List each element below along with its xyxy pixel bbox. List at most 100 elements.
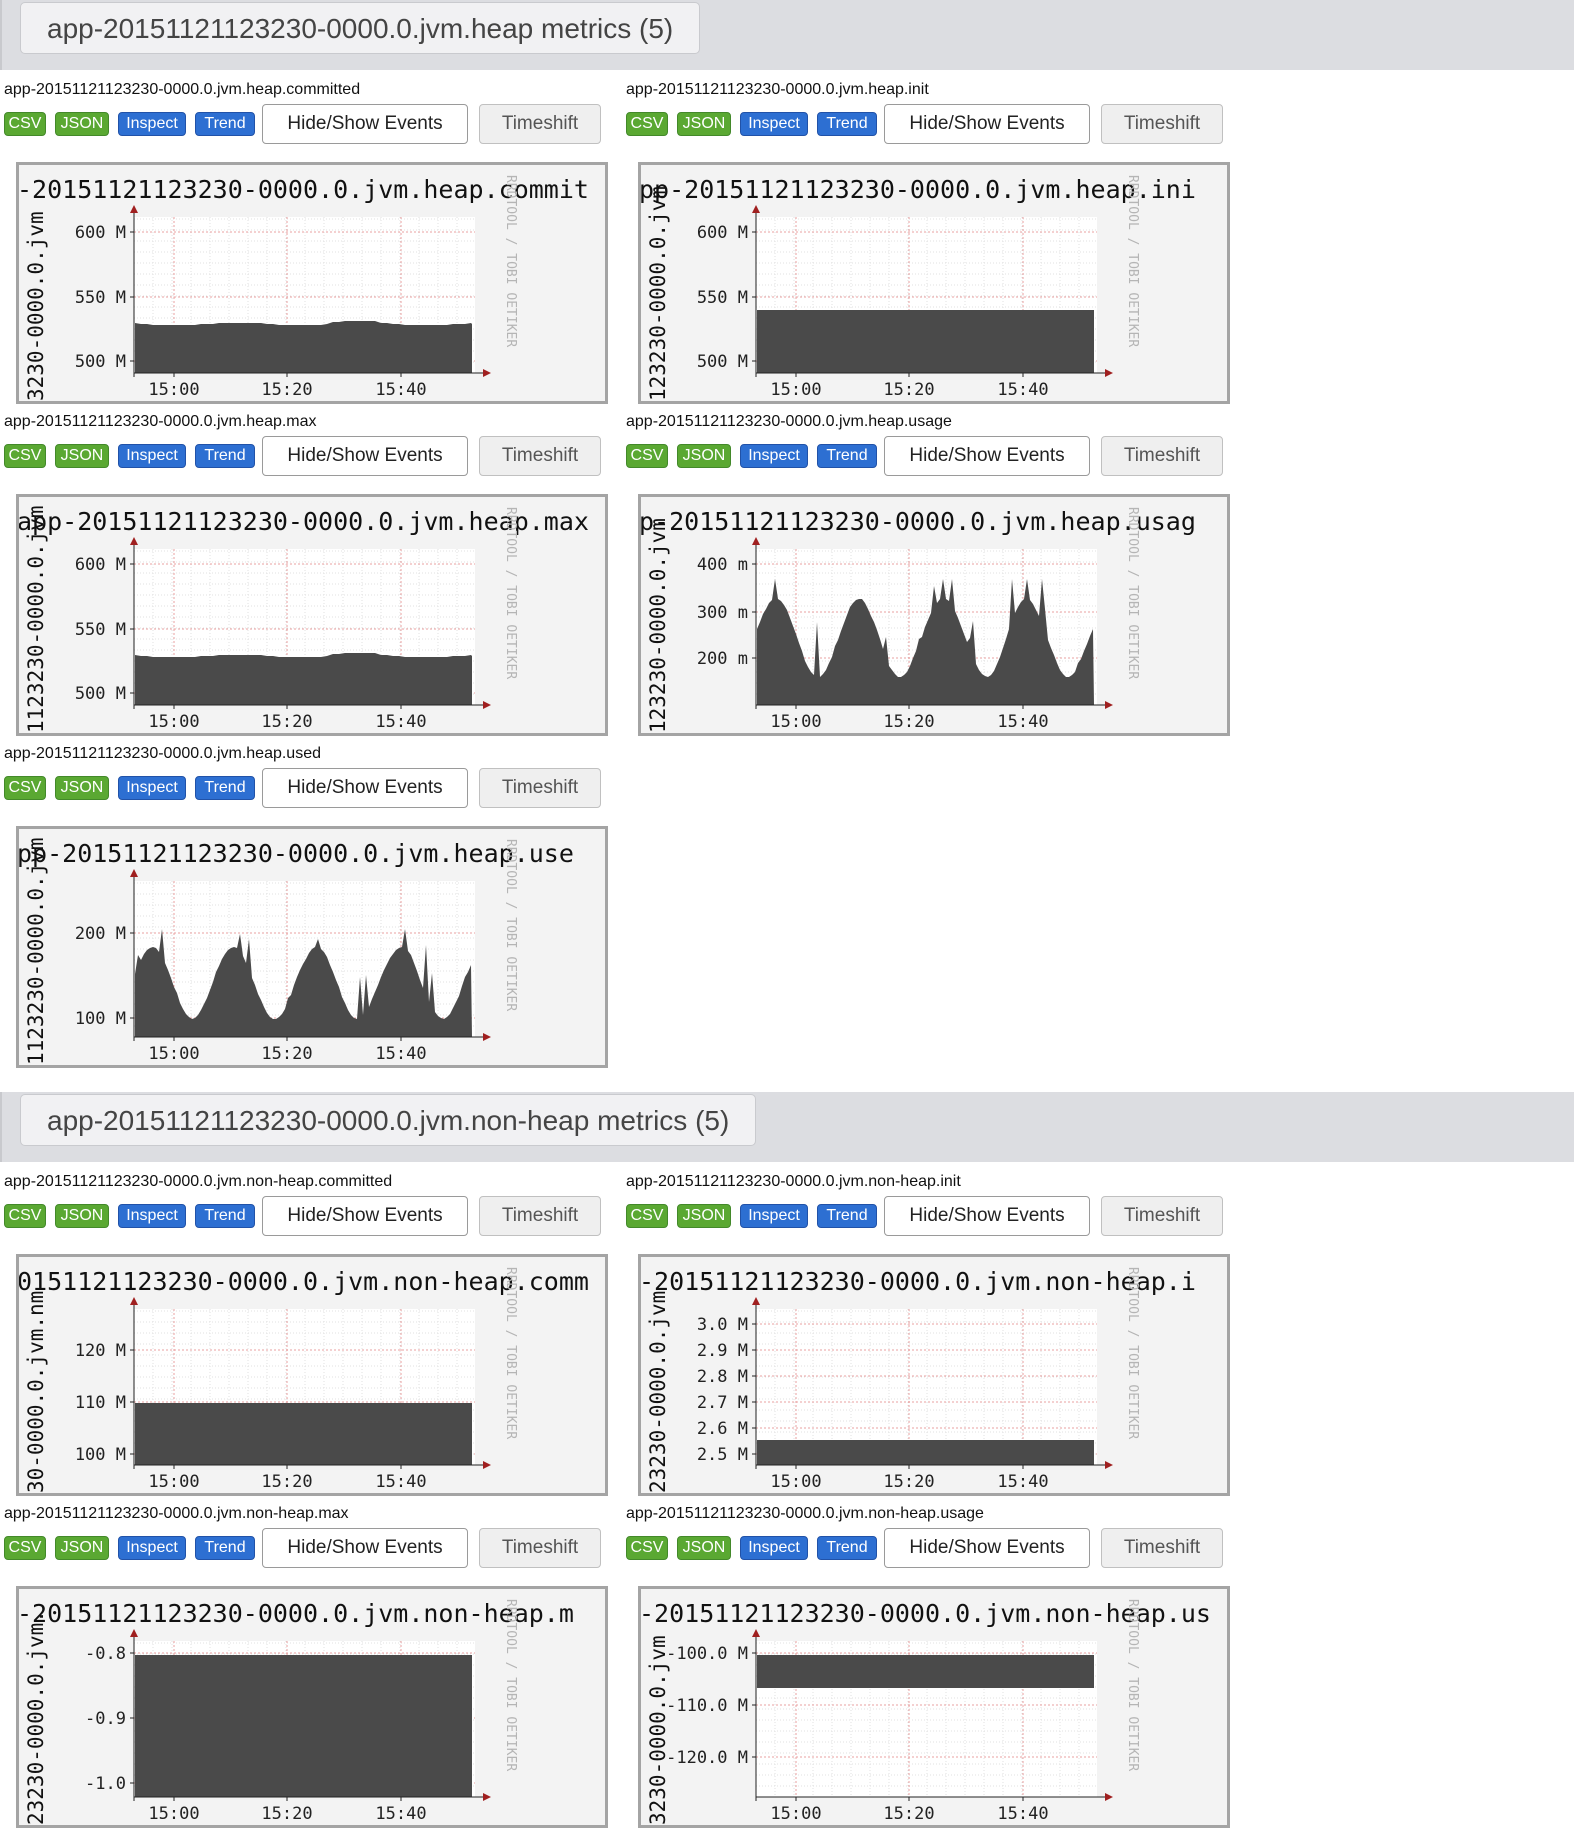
trend-button[interactable]: Trend <box>195 776 255 800</box>
timeshift-button[interactable]: Timeshift <box>479 104 601 144</box>
graph-title: pp-20151121123230-0000.0.jvm.heap.ini <box>641 175 1196 204</box>
timeshift-button[interactable]: Timeshift <box>1101 436 1223 476</box>
inspect-button[interactable]: Inspect <box>740 444 808 468</box>
graph-y-axis-label: 3230-0000.0.jvm <box>24 211 48 401</box>
timeshift-button[interactable]: Timeshift <box>1101 1528 1223 1568</box>
json-button[interactable]: JSON <box>677 1204 731 1228</box>
y-tick-label: 500 M <box>75 684 126 704</box>
y-tick-label: 500 M <box>697 352 748 372</box>
inspect-button[interactable]: Inspect <box>740 112 808 136</box>
hide-show-events-button[interactable]: Hide/Show Events <box>884 436 1090 476</box>
timeshift-button[interactable]: Timeshift <box>1101 1196 1223 1236</box>
csv-button[interactable]: CSV <box>626 444 668 468</box>
graph-canvas: -100.0 M -110.0 M -120.0 M 15:00 15:20 15:40 -… <box>641 1599 1211 1825</box>
hide-show-events-button[interactable]: Hide/Show Events <box>262 1196 468 1236</box>
timeshift-button[interactable]: Timeshift <box>479 1196 601 1236</box>
graph-y-axis-label: 3230-0000.0.jvm <box>646 1635 670 1825</box>
y-tick-label: 550 M <box>75 288 126 308</box>
metric-panel: app-20151121123230-0000.0.jvm.heap.max CS… <box>4 412 624 736</box>
csv-button[interactable]: CSV <box>4 776 46 800</box>
graph-title: 0151121123230-0000.0.jvm.non-heap.comm <box>19 1267 589 1296</box>
y-tick-label: 400 m <box>697 555 748 575</box>
section-title-tab[interactable]: app-20151121123230-0000.0.jvm.non-heap m… <box>20 1094 757 1146</box>
x-tick-label: 15:20 <box>261 1472 312 1492</box>
metric-name: app-20151121123230-0000.0.jvm.non-heap.i… <box>626 1173 961 1190</box>
hide-show-events-button[interactable]: Hide/Show Events <box>262 436 468 476</box>
json-button[interactable]: JSON <box>55 444 109 468</box>
metric-name: app-20151121123230-0000.0.jvm.heap.used <box>4 745 321 762</box>
section-title-tab[interactable]: app-20151121123230-0000.0.jvm.heap metri… <box>20 2 701 54</box>
csv-button[interactable]: CSV <box>4 1536 46 1560</box>
json-button[interactable]: JSON <box>55 776 109 800</box>
trend-button[interactable]: Trend <box>817 1204 877 1228</box>
inspect-button[interactable]: Inspect <box>118 112 186 136</box>
inspect-button[interactable]: Inspect <box>118 444 186 468</box>
metric-panel: app-20151121123230-0000.0.jvm.non-heap.m… <box>4 1504 624 1828</box>
metric-name: app-20151121123230-0000.0.jvm.heap.commi… <box>4 81 361 98</box>
series-area <box>757 1440 1094 1465</box>
y-tick-label: -120.0 M <box>666 1748 748 1768</box>
json-button[interactable]: JSON <box>677 112 731 136</box>
inspect-button[interactable]: Inspect <box>118 776 186 800</box>
x-tick-label: 15:40 <box>375 1472 426 1492</box>
json-button[interactable]: JSON <box>677 444 731 468</box>
graph-canvas: 400 m 300 m 200 m 15:00 15:20 15:40 p-20151121… <box>641 507 1196 733</box>
rrd-graph: -100.0 M -110.0 M -120.0 M 15:00 15:20 15:40 -… <box>638 1586 1230 1828</box>
series-area <box>757 579 1094 705</box>
trend-button[interactable]: Trend <box>195 1204 255 1228</box>
trend-button[interactable]: Trend <box>195 1536 255 1560</box>
rrd-graph: 600 M 550 M 500 M 15:00 15:20 15:40 app-201511… <box>16 494 608 736</box>
inspect-button[interactable]: Inspect <box>118 1204 186 1228</box>
x-tick-label: 15:20 <box>261 380 312 400</box>
graph-canvas: 600 M 550 M 500 M 15:00 15:20 15:40 -201511211… <box>19 175 589 401</box>
y-tick-label: -0.9 <box>85 1709 126 1729</box>
metric-panel: app-20151121123230-0000.0.jvm.non-heap.i… <box>626 1172 1246 1496</box>
x-tick-label: 15:00 <box>770 380 821 400</box>
json-button[interactable]: JSON <box>677 1536 731 1560</box>
rrd-graph: 120 M 110 M 100 M 15:00 15:20 15:40 0151121123… <box>16 1254 608 1496</box>
csv-button[interactable]: CSV <box>4 1204 46 1228</box>
rrdtool-watermark: RRDTOOL / TOBI OETIKER <box>503 1599 518 1771</box>
x-tick-label: 15:40 <box>997 1804 1048 1824</box>
trend-button[interactable]: Trend <box>817 112 877 136</box>
trend-button[interactable]: Trend <box>195 444 255 468</box>
x-tick-label: 15:00 <box>770 1472 821 1492</box>
csv-button[interactable]: CSV <box>626 1536 668 1560</box>
hide-show-events-button[interactable]: Hide/Show Events <box>884 104 1090 144</box>
rrd-graph: 400 m 300 m 200 m 15:00 15:20 15:40 p-20151121… <box>638 494 1230 736</box>
inspect-button[interactable]: Inspect <box>118 1536 186 1560</box>
hide-show-events-button[interactable]: Hide/Show Events <box>262 768 468 808</box>
json-button[interactable]: JSON <box>55 1536 109 1560</box>
y-tick-label: 2.9 M <box>697 1341 748 1361</box>
inspect-button[interactable]: Inspect <box>740 1204 808 1228</box>
csv-button[interactable]: CSV <box>626 1204 668 1228</box>
timeshift-button[interactable]: Timeshift <box>479 1528 601 1568</box>
hide-show-events-button[interactable]: Hide/Show Events <box>884 1196 1090 1236</box>
x-tick-label: 15:40 <box>375 380 426 400</box>
graph-y-axis-label: 30-0000.0.jvm.nm <box>24 1291 48 1493</box>
trend-button[interactable]: Trend <box>817 1536 877 1560</box>
hide-show-events-button[interactable]: Hide/Show Events <box>884 1528 1090 1568</box>
csv-button[interactable]: CSV <box>626 112 668 136</box>
csv-button[interactable]: CSV <box>4 444 46 468</box>
inspect-button[interactable]: Inspect <box>740 1536 808 1560</box>
timeshift-button[interactable]: Timeshift <box>1101 104 1223 144</box>
json-button[interactable]: JSON <box>55 1204 109 1228</box>
rrdtool-watermark: RRDTOOL / TOBI OETIKER <box>1125 1267 1140 1439</box>
graph-title: app-20151121123230-0000.0.jvm.heap.max <box>19 507 589 536</box>
trend-button[interactable]: Trend <box>195 112 255 136</box>
x-tick-label: 15:00 <box>148 1472 199 1492</box>
rrdtool-watermark: RRDTOOL / TOBI OETIKER <box>1125 507 1140 679</box>
rrd-graph: -0.8 -0.9 -1.0 15:00 15:20 15:40 -201511211232… <box>16 1586 608 1828</box>
series-area <box>135 929 472 1037</box>
trend-button[interactable]: Trend <box>817 444 877 468</box>
graph-title: -20151121123230-0000.0.jvm.non-heap.m <box>19 1599 574 1628</box>
csv-button[interactable]: CSV <box>4 112 46 136</box>
y-tick-label: -110.0 M <box>666 1696 748 1716</box>
hide-show-events-button[interactable]: Hide/Show Events <box>262 104 468 144</box>
json-button[interactable]: JSON <box>55 112 109 136</box>
hide-show-events-button[interactable]: Hide/Show Events <box>262 1528 468 1568</box>
timeshift-button[interactable]: Timeshift <box>479 436 601 476</box>
metric-name: app-20151121123230-0000.0.jvm.heap.usage <box>626 413 952 430</box>
timeshift-button[interactable]: Timeshift <box>479 768 601 808</box>
